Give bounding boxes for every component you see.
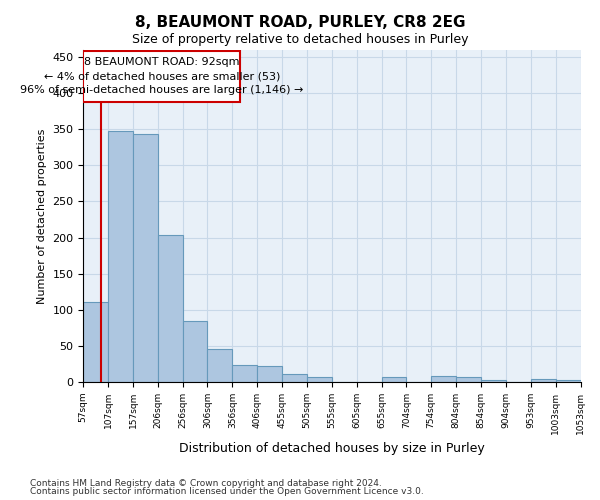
Bar [481, 380, 506, 382]
Text: Size of property relative to detached houses in Purley: Size of property relative to detached ho… [132, 32, 468, 46]
Bar [83, 302, 108, 382]
Bar [133, 134, 158, 382]
Y-axis label: Number of detached properties: Number of detached properties [37, 128, 47, 304]
Bar [257, 366, 282, 382]
Bar [108, 131, 133, 382]
FancyBboxPatch shape [83, 52, 241, 102]
Bar [530, 379, 556, 382]
Bar [456, 377, 481, 382]
Bar [556, 380, 581, 382]
Text: Contains HM Land Registry data © Crown copyright and database right 2024.: Contains HM Land Registry data © Crown c… [30, 478, 382, 488]
Bar [232, 364, 257, 382]
Bar [158, 236, 182, 382]
Text: 8, BEAUMONT ROAD, PURLEY, CR8 2EG: 8, BEAUMONT ROAD, PURLEY, CR8 2EG [135, 15, 465, 30]
Bar [282, 374, 307, 382]
Text: Contains public sector information licensed under the Open Government Licence v3: Contains public sector information licen… [30, 487, 424, 496]
Bar [182, 321, 208, 382]
Text: 8 BEAUMONT ROAD: 92sqm: 8 BEAUMONT ROAD: 92sqm [84, 57, 239, 67]
Text: 96% of semi-detached houses are larger (1,146) →: 96% of semi-detached houses are larger (… [20, 84, 304, 94]
Bar [382, 378, 406, 382]
Bar [208, 348, 232, 382]
X-axis label: Distribution of detached houses by size in Purley: Distribution of detached houses by size … [179, 442, 485, 455]
Text: ← 4% of detached houses are smaller (53): ← 4% of detached houses are smaller (53) [44, 72, 280, 82]
Bar [431, 376, 456, 382]
Bar [307, 377, 332, 382]
